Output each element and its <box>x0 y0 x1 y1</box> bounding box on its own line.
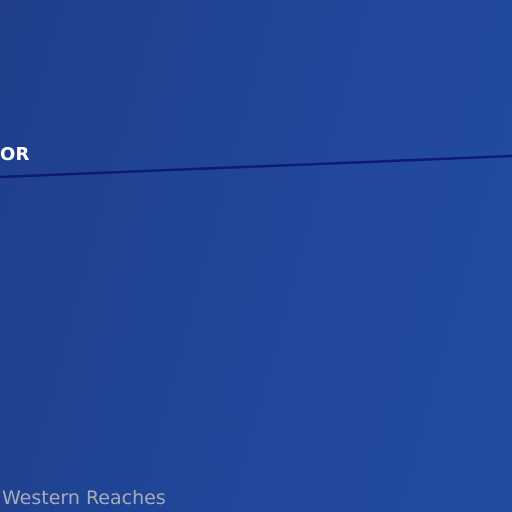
place-label: OR <box>0 144 30 165</box>
region-label: Western Reaches <box>2 487 166 509</box>
route-line[interactable] <box>0 154 512 179</box>
